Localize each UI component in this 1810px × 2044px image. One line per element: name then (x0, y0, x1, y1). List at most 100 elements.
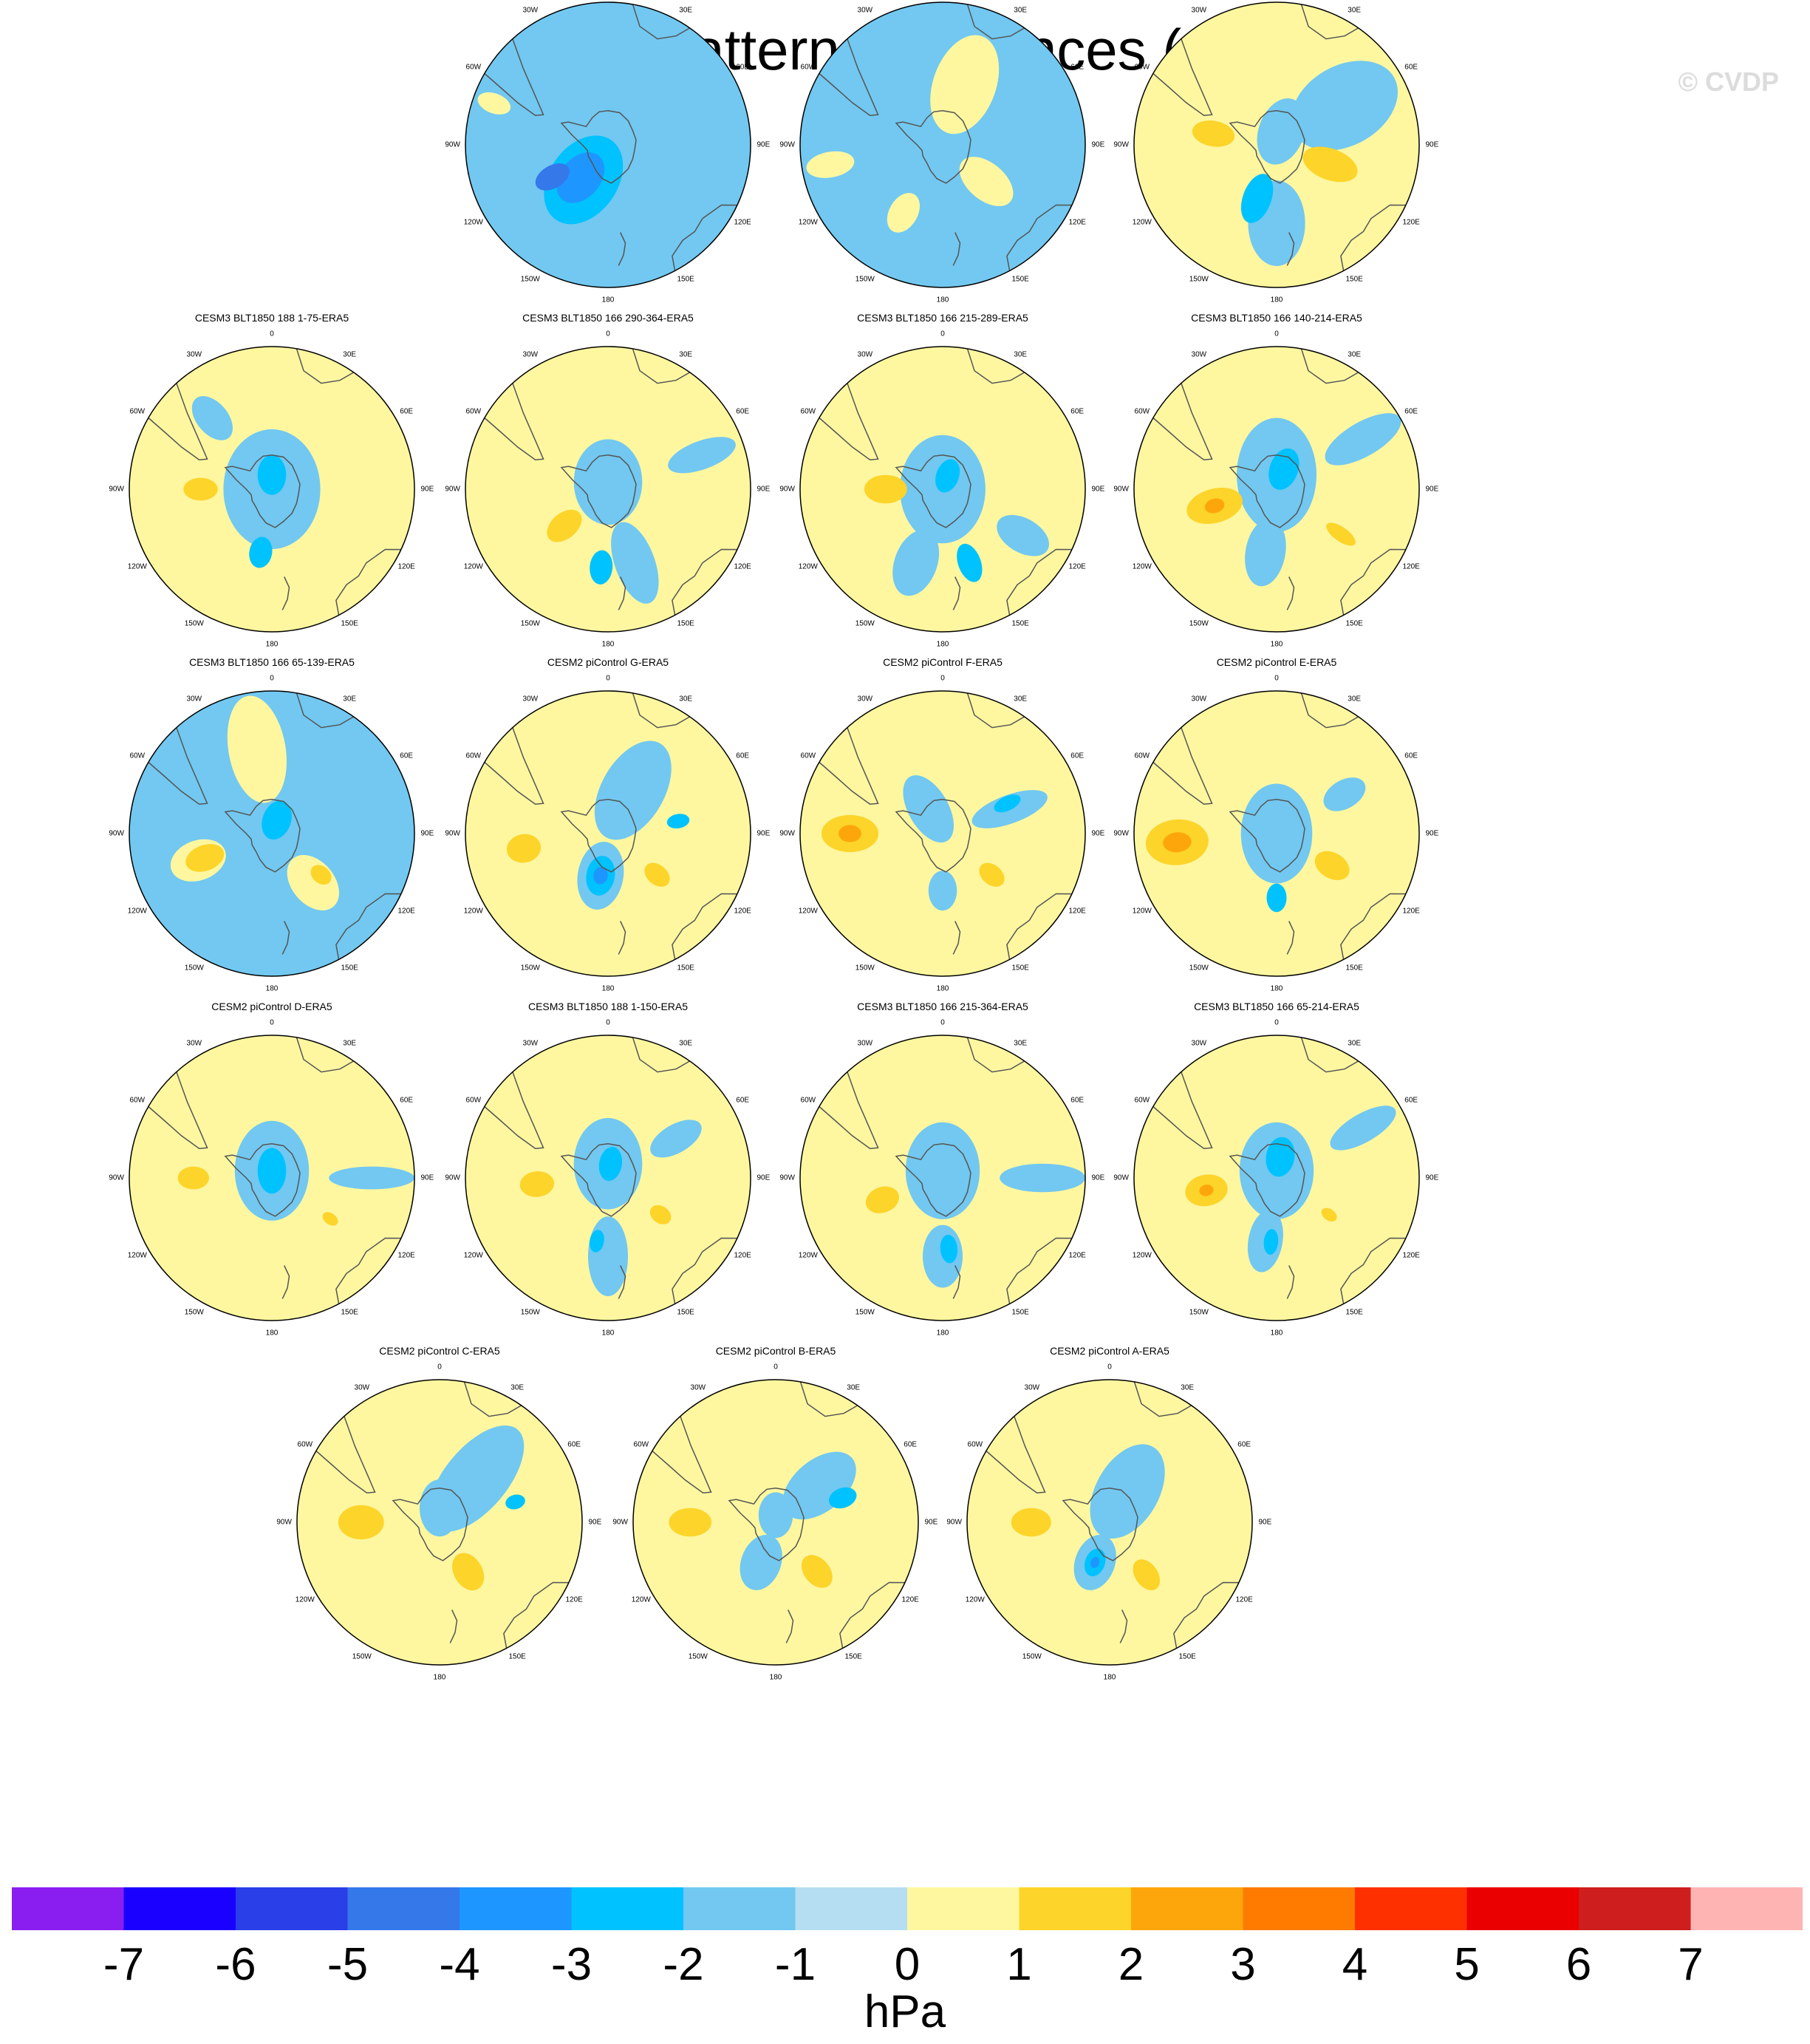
contour-region (1204, 498, 1225, 514)
longitude-label: 0 (1274, 330, 1279, 338)
antarctica-coastline (560, 109, 637, 184)
colorbar-tick-label: 5 (1454, 1939, 1480, 1990)
antarctica-coastline (1229, 1142, 1305, 1217)
colorbar-bin (795, 1887, 908, 1930)
longitude-label: 0 (1274, 1018, 1279, 1027)
contour-region (322, 1212, 338, 1226)
antarctica-coastline (895, 1142, 971, 1217)
longitude-label: 150W (1189, 275, 1209, 284)
map-border (129, 690, 415, 977)
map-border (296, 1379, 583, 1666)
map-panel: CESM2 piControl E-ERA5 0 30E 60E 90E 120E 150E… (1107, 656, 1447, 1004)
panel-title: CESM3 BLT1850 188 1-75-ERA5 (194, 312, 349, 324)
longitude-label: 0 (270, 330, 274, 338)
south-america-coastline (819, 383, 879, 460)
polar-map (799, 690, 1086, 977)
longitude-label: 150E (1011, 964, 1029, 972)
colorbar-tick-label: -7 (103, 1939, 145, 1990)
longitude-label: 90W (1113, 1173, 1129, 1182)
polar-map (632, 1379, 919, 1666)
longitude-label: 150E (1345, 1308, 1363, 1317)
longitude-label: 90W (1113, 485, 1129, 494)
map-border (1133, 690, 1420, 977)
map-panel: CESM3 BLT1850 166 65-214-ERA5 0 30E 60E 90E 1… (1107, 1001, 1447, 1348)
contour-region (185, 844, 225, 872)
contour-region (644, 862, 670, 887)
longitude-label: 60W (297, 1440, 313, 1449)
south-america-coastline (1152, 383, 1213, 460)
longitude-label: 90W (1113, 140, 1129, 149)
longitude-label: 120E (1402, 907, 1420, 916)
colorbar-bin (123, 1887, 236, 1930)
longitude-label: 30E (679, 350, 693, 359)
contour-region (1257, 98, 1306, 165)
contour-region (249, 536, 273, 568)
contour-region (1192, 120, 1235, 147)
longitude-label: 120W (798, 562, 818, 571)
polar-map (129, 690, 415, 977)
longitude-label: 150W (184, 619, 204, 628)
contour-region (506, 834, 542, 863)
colorbar-tick-label: 1 (1006, 1939, 1032, 1990)
longitude-label: 30W (857, 695, 873, 704)
longitude-label: 150E (1011, 275, 1029, 284)
longitude-label: 150E (1011, 1308, 1029, 1317)
australia-coastline (672, 893, 737, 960)
longitude-label: 120W (463, 1251, 483, 1260)
contour-region (262, 800, 292, 840)
new-zealand-coastline (618, 1265, 626, 1299)
south-america-coastline (484, 38, 544, 116)
longitude-label: 60E (1404, 1096, 1418, 1105)
contour-region (935, 459, 960, 493)
new-zealand-coastline (952, 1265, 961, 1299)
polar-map (129, 346, 415, 633)
new-zealand-coastline (1286, 921, 1295, 955)
panel-title: CESM3 BLT1850 166 215-289-ERA5 (857, 312, 1028, 324)
longitude-label: 150W (1189, 1308, 1209, 1317)
contour-region (994, 794, 1021, 813)
longitude-label: 60W (1134, 407, 1150, 416)
longitude-label: 150W (688, 1652, 708, 1661)
colorbar-tick-label: 0 (894, 1939, 921, 1990)
contour-region (928, 871, 957, 911)
longitude-label: 150E (508, 1652, 526, 1661)
longitude-label: 90W (109, 1173, 124, 1182)
south-america-coastline (1152, 727, 1213, 805)
longitude-label: 60E (567, 1440, 581, 1449)
longitude-label: 60W (465, 752, 482, 760)
longitude-label: 60E (736, 1096, 750, 1105)
colorbar (12, 1887, 1803, 1930)
longitude-label: 30E (1348, 350, 1362, 359)
longitude-label: 120W (1132, 1251, 1152, 1260)
panel-title: CESM2 piControl B-ERA5 (715, 1345, 836, 1357)
longitude-label: 60W (465, 407, 482, 416)
longitude-label: 120W (127, 562, 147, 571)
longitude-label: 150E (341, 1308, 358, 1317)
contour-region (903, 775, 954, 843)
colorbar-units: hPa (864, 1986, 946, 2037)
antarctica-coastline (224, 454, 301, 528)
panel-title: CESM2 piControl A-ERA5 (1050, 1345, 1169, 1357)
contour-region (1245, 518, 1286, 587)
colorbar-bin (1579, 1887, 1691, 1930)
map-panel: CESM3 BLT1850 166 215-289-ERA5 0 30E 60E 90E… (773, 312, 1113, 659)
polar-map (799, 1, 1086, 288)
australia-coastline (1340, 1237, 1406, 1304)
panel-title: CESM2 piControl D-ERA5 (211, 1001, 332, 1012)
longitude-label: 90E (588, 1518, 602, 1527)
polar-map (129, 1035, 415, 1321)
longitude-label: 150W (520, 964, 540, 972)
longitude-label: 30E (847, 1383, 861, 1392)
longitude-label: 60W (465, 63, 482, 72)
longitude-label: 30E (1014, 1039, 1028, 1048)
longitude-label: 30E (510, 1383, 525, 1392)
longitude-label: 180 (1103, 1673, 1116, 1682)
map-panel: ERA5_2-ERA5030E60E90E120E150E180150W120W… (773, 0, 1113, 315)
longitude-label: 0 (270, 674, 274, 683)
map-border (799, 1035, 1086, 1321)
new-zealand-coastline (1119, 1609, 1128, 1643)
longitude-label: 120E (734, 1251, 751, 1260)
colorbar-bin (1466, 1887, 1580, 1930)
contour-region (1240, 174, 1274, 223)
australia-coastline (1006, 548, 1072, 616)
